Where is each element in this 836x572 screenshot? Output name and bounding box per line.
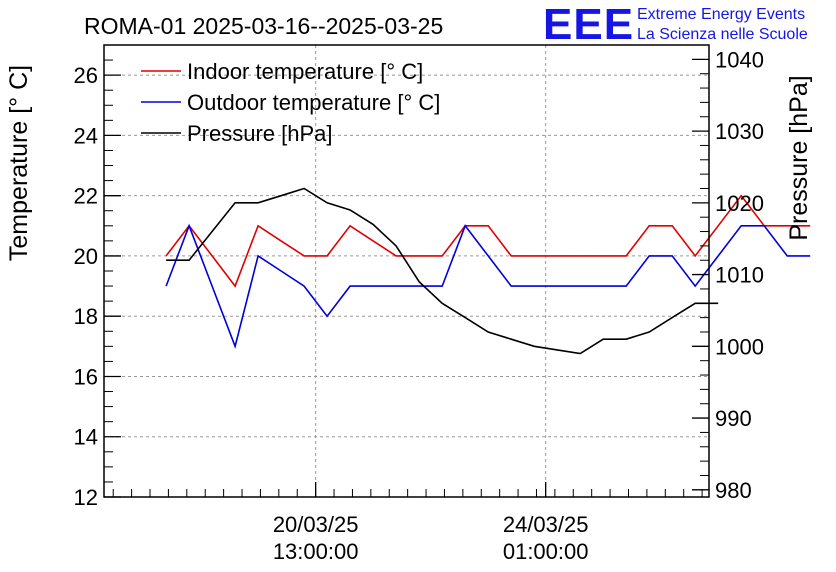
y2-tick-label-1030: 1030: [715, 119, 764, 144]
x-tick-time-0: 13:00:00: [273, 539, 359, 564]
y-tick-label-14: 14: [74, 425, 98, 450]
logo-line-2: La Scienza nelle Scuole: [637, 26, 808, 43]
series-line-pressure: [166, 187, 719, 355]
series: [165, 187, 811, 355]
y-tick-label-26: 26: [74, 63, 98, 88]
legend-label-indoor: Indoor temperature [° C]: [187, 59, 423, 84]
y2-tick-label-990: 990: [715, 406, 752, 431]
y-tick-label-18: 18: [74, 304, 98, 329]
legend: Indoor temperature [° C] Outdoor tempera…: [141, 59, 440, 146]
y2-tick-label-1020: 1020: [715, 191, 764, 216]
x-tick-date-1: 24/03/25: [503, 512, 589, 537]
logo-mark: EEE: [543, 0, 634, 49]
eee-logo: EEE Extreme Energy Events La Scienza nel…: [543, 0, 808, 49]
axes: 12 14 16 18 20 22 24 26 980 990 1000 1010 1020 1030 10…: [74, 47, 764, 564]
series-line-outdoor: [165, 223, 811, 349]
y-tick-label-24: 24: [74, 123, 98, 148]
logo-line-1: Extreme Energy Events: [637, 6, 805, 23]
x-tick-time-1: 01:00:00: [503, 539, 589, 564]
series-line-indoor: [165, 194, 811, 288]
y-tick-label-16: 16: [74, 364, 98, 389]
y2-tick-label-1040: 1040: [715, 47, 764, 72]
y2-axis-label: Pressure [hPa]: [785, 75, 813, 240]
y-axis-label: Temperature [° C]: [5, 65, 33, 261]
legend-label-outdoor: Outdoor temperature [° C]: [187, 90, 440, 115]
chart-title: ROMA-01 2025-03-16--2025-03-25: [84, 13, 443, 39]
y2-tick-label-1010: 1010: [715, 263, 764, 288]
y-tick-label-12: 12: [74, 485, 98, 510]
y2-tick-label-1000: 1000: [715, 334, 764, 359]
legend-label-pressure: Pressure [hPa]: [187, 121, 333, 146]
y-tick-label-20: 20: [74, 244, 98, 269]
x-tick-date-0: 20/03/25: [273, 512, 359, 537]
y-tick-label-22: 22: [74, 184, 98, 209]
y2-tick-label-980: 980: [715, 478, 752, 503]
